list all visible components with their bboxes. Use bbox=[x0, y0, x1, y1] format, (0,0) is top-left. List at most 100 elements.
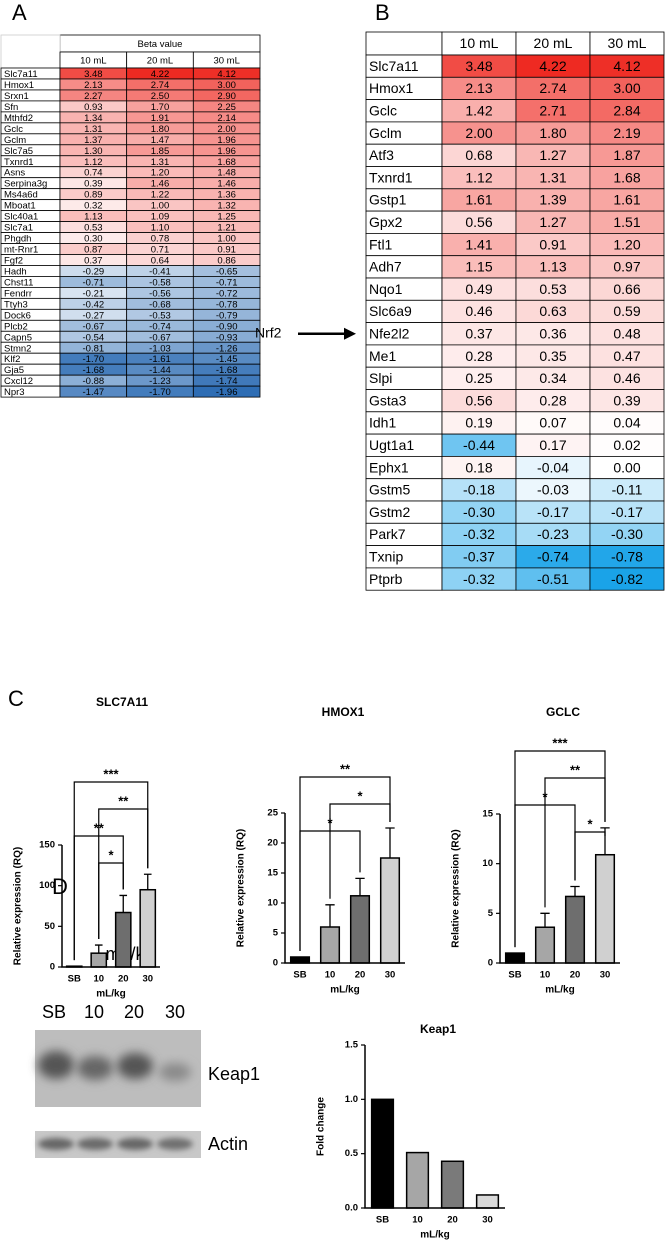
bar bbox=[319, 926, 341, 964]
column-header: 10 mL bbox=[460, 35, 499, 51]
cell-value: -1.23 bbox=[149, 376, 171, 387]
cell-value: -1.70 bbox=[83, 354, 105, 365]
y-axis-label: Fold change bbox=[316, 1097, 327, 1156]
column-header: 20 mL bbox=[147, 56, 173, 67]
row-label: Txnrd1 bbox=[4, 157, 34, 168]
cell-value: 1.27 bbox=[539, 214, 566, 230]
cell-value: 0.46 bbox=[465, 303, 492, 319]
protein-label: Actin bbox=[208, 1134, 248, 1154]
bar bbox=[504, 952, 526, 964]
x-tick-label: 30 bbox=[600, 970, 611, 981]
row-label: Ftl1 bbox=[369, 236, 393, 252]
cell-value: -0.71 bbox=[83, 277, 105, 288]
error-bar bbox=[119, 894, 128, 913]
chart-title: SLC7A11 bbox=[96, 695, 148, 709]
cell-value: -0.56 bbox=[149, 288, 171, 299]
cell-value: 1.13 bbox=[84, 212, 103, 223]
cell-value: 0.37 bbox=[465, 325, 492, 341]
row-label: Gja5 bbox=[4, 365, 24, 376]
row-label: Gclc bbox=[369, 102, 397, 118]
cell-value: -0.37 bbox=[463, 548, 495, 564]
row-label: Plcb2 bbox=[4, 321, 28, 332]
bar bbox=[534, 926, 556, 964]
row-label: Sfn bbox=[4, 102, 18, 113]
panel-label: B bbox=[375, 0, 390, 25]
cell-value: 3.48 bbox=[84, 69, 103, 80]
cell-value: 0.71 bbox=[151, 245, 170, 256]
cell-value: 1.34 bbox=[84, 113, 103, 124]
x-tick-label: 20 bbox=[447, 1215, 458, 1226]
x-tick-label: 30 bbox=[385, 970, 396, 981]
cell-value: 2.13 bbox=[465, 80, 492, 96]
cell-value: -0.11 bbox=[612, 482, 643, 498]
error-bar bbox=[143, 873, 152, 890]
cell-value: 1.68 bbox=[613, 169, 640, 185]
cell-value: 0.49 bbox=[465, 281, 492, 297]
cell-value: -0.93 bbox=[216, 332, 238, 343]
cell-value: -1.47 bbox=[83, 387, 105, 398]
cell-value: 0.04 bbox=[613, 415, 640, 431]
cell-value: -1.26 bbox=[216, 343, 238, 354]
cell-value: -1.03 bbox=[149, 343, 171, 354]
row-label: Gclm bbox=[4, 135, 26, 146]
cell-value: 1.61 bbox=[613, 192, 640, 208]
row-label: Asns bbox=[4, 168, 25, 179]
cell-value: 0.59 bbox=[613, 303, 640, 319]
x-axis-label: mL/kg bbox=[96, 989, 125, 1000]
row-label: Adh7 bbox=[369, 259, 402, 275]
row-label: Txnip bbox=[369, 548, 403, 564]
y-tick-label: 100 bbox=[39, 880, 55, 891]
y-tick-label: 0 bbox=[50, 962, 55, 973]
row-label: Klf2 bbox=[4, 354, 20, 365]
row-label: Ptprb bbox=[369, 571, 403, 587]
arrow-head bbox=[344, 327, 356, 340]
cell-value: -0.17 bbox=[611, 504, 643, 520]
cell-value: -1.45 bbox=[216, 354, 238, 365]
cell-value: 1.31 bbox=[84, 124, 103, 135]
cell-value: -1.96 bbox=[216, 387, 238, 398]
cell-value: 2.84 bbox=[613, 102, 640, 118]
axes bbox=[364, 1045, 505, 1209]
cell-value: 2.71 bbox=[539, 102, 566, 118]
y-tick-label: 25 bbox=[267, 808, 278, 819]
bar bbox=[564, 895, 586, 964]
y-tick-label: 10 bbox=[482, 858, 493, 869]
lane-label: SB bbox=[42, 1002, 66, 1022]
cell-value: 1.96 bbox=[217, 135, 236, 146]
cell-value: 0.97 bbox=[613, 259, 640, 275]
cell-value: 1.41 bbox=[465, 236, 492, 252]
cell-value: 1.47 bbox=[151, 135, 170, 146]
cell-value: -0.29 bbox=[83, 266, 105, 277]
cell-value: 1.32 bbox=[217, 201, 236, 212]
cell-value: 1.85 bbox=[151, 146, 170, 157]
header-cell bbox=[365, 31, 443, 56]
cell-value: 1.12 bbox=[84, 157, 103, 168]
x-tick-label: 20 bbox=[570, 970, 581, 981]
row-label: Fgf2 bbox=[4, 255, 23, 266]
row-label: Slc40a1 bbox=[4, 212, 38, 223]
row-label: Me1 bbox=[369, 348, 396, 364]
significance-bracket bbox=[299, 776, 391, 951]
cell-value: 2.13 bbox=[84, 80, 103, 91]
chart-title: Keap1 bbox=[420, 1022, 456, 1036]
axes bbox=[499, 814, 620, 964]
bar bbox=[114, 911, 132, 968]
y-tick-label: 50 bbox=[44, 921, 55, 932]
bar bbox=[594, 853, 616, 964]
cell-value: 0.89 bbox=[84, 190, 103, 201]
row-label: Park7 bbox=[369, 526, 406, 542]
row-label: mt-Rnr1 bbox=[4, 245, 38, 256]
row-label: Stmn2 bbox=[4, 343, 31, 354]
cell-value: 0.46 bbox=[613, 370, 640, 386]
cell-value: 0.68 bbox=[465, 147, 492, 163]
cell-value: 0.87 bbox=[84, 245, 103, 256]
bar bbox=[349, 895, 371, 964]
row-label: Slpi bbox=[369, 370, 392, 386]
cell-value: -0.42 bbox=[83, 299, 105, 310]
x-tick-label: SB bbox=[293, 970, 306, 981]
cell-value: -0.72 bbox=[216, 288, 238, 299]
cell-value: -0.17 bbox=[537, 504, 569, 520]
y-axis-label: Relative expression (RQ) bbox=[236, 829, 247, 947]
cell-value: 3.00 bbox=[613, 80, 640, 96]
axes bbox=[61, 845, 160, 968]
